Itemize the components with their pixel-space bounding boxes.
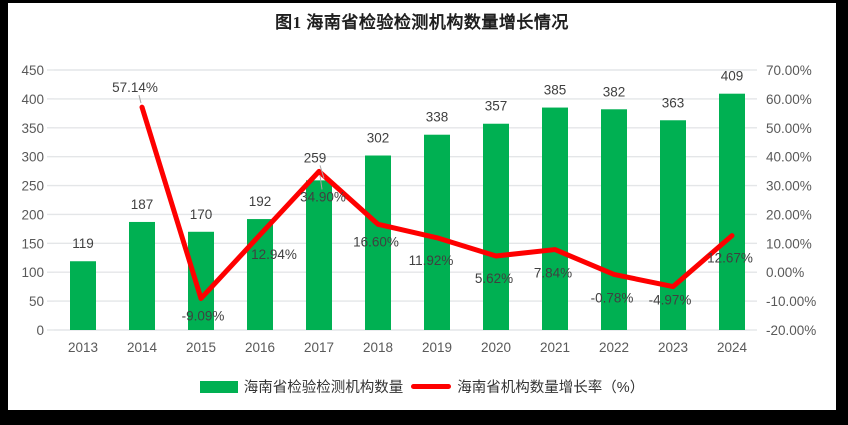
- bar-2021: [542, 107, 568, 330]
- line-point-label: 12.94%: [251, 247, 297, 262]
- right-axis-tick-label: 30.00%: [766, 179, 812, 194]
- bar-value-label: 385: [544, 83, 567, 98]
- left-axis-tick-label: 300: [21, 150, 44, 165]
- growth-rate-line: [139, 104, 735, 301]
- bar-2024: [719, 93, 745, 330]
- bar-value-label: 363: [662, 95, 685, 110]
- legend-label-bars: 海南省检验检测机构数量: [243, 380, 404, 396]
- right-axis-tick-label: 40.00%: [766, 150, 812, 165]
- label-leader-line: [319, 165, 325, 179]
- line-point-label: 12.67%: [707, 251, 753, 266]
- left-axis-tick-label: 150: [21, 236, 44, 251]
- left-axis-tick-label: 50: [29, 294, 44, 309]
- left-axis-tick-label: 350: [21, 121, 44, 136]
- bar-value-label: 259: [304, 150, 327, 165]
- right-axis-tick-label: 20.00%: [766, 207, 812, 222]
- bar-value-label: 192: [249, 194, 272, 209]
- line-point-label: -9.09%: [182, 308, 225, 323]
- x-axis-tick-label: 2019: [422, 340, 452, 355]
- x-axis-tick-label: 2014: [127, 340, 158, 355]
- bar-2018: [365, 155, 391, 330]
- bar-series-swatch: [199, 380, 238, 393]
- x-axis-tick-label: 2020: [481, 340, 511, 355]
- label-leader-line: [319, 175, 323, 190]
- bar-value-label: 170: [190, 207, 213, 222]
- bar-2015: [188, 231, 214, 330]
- bar-2017: [306, 180, 332, 330]
- x-axis-tick-label: 2021: [540, 340, 570, 355]
- bar-2013: [70, 261, 96, 330]
- chart-title: 图1 海南省检验检测机构数量增长情况: [275, 13, 569, 32]
- bar-value-label: 187: [131, 197, 154, 212]
- line-point-label: 5.62%: [475, 271, 513, 286]
- legend-item-bars: 海南省检验检测机构数量: [199, 376, 404, 397]
- bar-value-label: 382: [603, 84, 626, 99]
- line-point-label: 11.92%: [409, 253, 454, 268]
- legend-item-line: 海南省机构数量增长率（%）: [411, 376, 644, 397]
- right-axis-tick-label: 70.00%: [766, 63, 812, 78]
- bar-value-label: 119: [72, 236, 94, 251]
- plot-canvas: 450 70.00% 400 60.00% 350 50.00% 300 40.00% 250 3…: [21, 63, 816, 355]
- bar-value-label: 409: [721, 69, 744, 84]
- x-axis-tick-label: 2015: [186, 340, 216, 355]
- left-axis-tick-label: 400: [21, 92, 44, 107]
- line-point-label: -0.78%: [591, 290, 634, 305]
- bar-2022: [601, 109, 627, 331]
- x-axis-tick-label: 2023: [658, 340, 688, 355]
- x-axis-tick-label: 2024: [717, 340, 748, 355]
- left-axis-tick-label: 450: [21, 63, 44, 78]
- bar-value-label: 357: [485, 99, 508, 114]
- bar-2014: [129, 221, 155, 330]
- line-point-label: 7.84%: [534, 266, 572, 281]
- legend-label-line: 海南省机构数量增长率（%）: [457, 380, 645, 396]
- right-axis-tick-label: -20.00%: [766, 323, 816, 338]
- left-axis-tick-label: 250: [21, 179, 44, 194]
- line-point-label: 16.60%: [353, 234, 399, 249]
- x-axis-tick-label: 2018: [363, 340, 393, 355]
- line-point-label: -4.97%: [649, 293, 692, 308]
- line-point-label: 57.14%: [112, 80, 158, 95]
- bar-2020: [483, 123, 509, 330]
- bar-2019: [424, 134, 450, 330]
- legend: 海南省检验检测机构数量 海南省机构数量增长率（%）: [8, 376, 836, 397]
- right-axis-tick-label: 50.00%: [766, 121, 812, 136]
- left-axis-tick-label: 200: [21, 207, 44, 222]
- left-axis-tick-label: 100: [21, 265, 44, 280]
- right-axis-tick-label: 10.00%: [766, 236, 812, 251]
- right-axis-tick-label: 60.00%: [766, 92, 812, 107]
- right-axis-tick-label: 0.00%: [766, 265, 804, 280]
- line-series-swatch: [411, 384, 452, 389]
- line-point-label: 34.90%: [300, 189, 346, 204]
- right-axis-tick-label: -10.00%: [766, 294, 816, 309]
- bar-value-label: 338: [426, 110, 449, 125]
- label-leader-line: [138, 95, 142, 104]
- x-axis-tick-label: 2017: [304, 340, 334, 355]
- bar-value-label: 302: [367, 131, 390, 146]
- left-axis-tick-label: 0: [36, 323, 44, 338]
- chart-area: 图1 海南省检验检测机构数量增长情况 450 70.00% 400 60.00% 350…: [8, 3, 836, 410]
- bar-2023: [660, 120, 686, 331]
- x-axis-tick-label: 2022: [599, 340, 629, 355]
- x-axis-tick-label: 2016: [245, 340, 275, 355]
- x-axis-tick-label: 2013: [68, 340, 98, 355]
